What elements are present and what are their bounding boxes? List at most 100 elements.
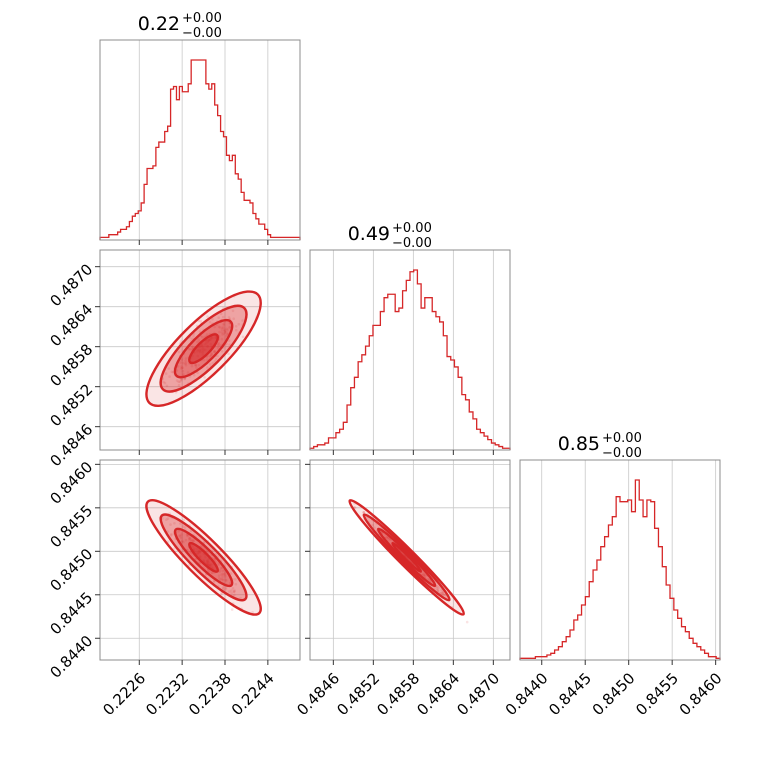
- sample-point: [170, 532, 173, 536]
- sample-point: [228, 581, 232, 585]
- y-tick-label: 0.4870: [47, 260, 97, 310]
- title-upper-2: +0.00: [392, 221, 432, 236]
- sample-point: [207, 569, 210, 573]
- sample-point: [441, 592, 444, 595]
- x-tick-label: 0.2238: [185, 669, 235, 719]
- sample-point: [188, 551, 191, 554]
- sample-point: [173, 547, 176, 550]
- sample-point: [385, 535, 389, 539]
- sample-point: [213, 558, 216, 561]
- sample-point: [234, 578, 237, 581]
- sample-point: [436, 588, 440, 592]
- sample-point: [184, 361, 188, 365]
- x-tick-label: 0.8460: [676, 669, 726, 719]
- sample-point: [188, 347, 191, 351]
- sample-point: [224, 587, 228, 591]
- sample-point: [228, 590, 231, 593]
- sample-point: [229, 572, 233, 575]
- panel-frame: [309, 249, 511, 451]
- sample-point: [362, 511, 365, 514]
- sample-point: [222, 322, 226, 326]
- sample-point: [227, 339, 231, 342]
- title-value-2: 0.49: [348, 223, 390, 245]
- sample-point: [162, 380, 165, 384]
- sample-point: [213, 350, 216, 354]
- y-tick-label: 0.8455: [47, 501, 97, 551]
- sample-point: [179, 378, 183, 381]
- x-tick-label: 0.4870: [453, 669, 503, 719]
- sample-point: [228, 326, 231, 329]
- sample-point: [181, 525, 185, 528]
- sample-point: [224, 575, 227, 578]
- sample-point: [389, 538, 393, 542]
- sample-point: [217, 325, 221, 329]
- sample-point: [424, 573, 427, 577]
- sample-point: [225, 327, 228, 331]
- sample-point: [223, 328, 226, 332]
- sample-point: [184, 363, 188, 367]
- sample-point: [170, 534, 173, 537]
- contour-line: [391, 541, 423, 573]
- sample-point: [218, 330, 221, 334]
- panel-frame: [309, 459, 511, 661]
- sample-point: [422, 573, 426, 576]
- sample-point: [180, 540, 183, 544]
- sample-point: [227, 316, 231, 319]
- sample-point: [220, 573, 223, 576]
- sample-point: [226, 328, 229, 332]
- scatter-panel-1-2: [95, 249, 301, 455]
- sample-point: [232, 590, 236, 593]
- sample-point: [192, 539, 196, 542]
- scatter-panel-2-3: [305, 459, 511, 665]
- contour-line: [145, 499, 262, 616]
- sample-point: [214, 357, 218, 361]
- sample-point: [187, 347, 191, 351]
- sample-point: [179, 379, 183, 382]
- sample-point: [423, 574, 426, 578]
- contour-line: [362, 513, 451, 602]
- sample-point: [208, 355, 212, 358]
- sample-point: [218, 570, 221, 574]
- sample-point: [386, 537, 390, 540]
- sample-point: [177, 530, 180, 533]
- sample-point: [221, 572, 225, 576]
- panel-frame: [99, 249, 301, 451]
- sample-point: [353, 506, 357, 510]
- sample-point: [163, 381, 167, 385]
- sample-point: [205, 333, 209, 336]
- sample-point: [222, 587, 225, 590]
- sample-point: [182, 361, 185, 365]
- density-band: [189, 543, 218, 572]
- sample-point: [223, 329, 227, 332]
- sample-point: [220, 349, 224, 353]
- sample-point: [230, 591, 233, 595]
- sample-point: [210, 353, 213, 357]
- x-tick-label: 0.8450: [589, 669, 639, 719]
- sample-point: [217, 563, 221, 566]
- sample-point: [213, 349, 217, 353]
- sample-point: [465, 620, 469, 624]
- sample-point: [173, 522, 176, 525]
- sample-point: [234, 582, 238, 586]
- panel-frame: [99, 39, 301, 241]
- contour-line: [376, 527, 437, 588]
- sample-point: [423, 575, 426, 578]
- sample-point: [192, 334, 195, 338]
- sample-point: [197, 338, 200, 341]
- sample-point: [166, 517, 170, 520]
- x-tick-label: 0.4846: [293, 669, 343, 719]
- sample-point: [231, 309, 235, 313]
- sample-point: [180, 365, 183, 368]
- sample-point: [222, 323, 226, 327]
- sample-point: [168, 375, 171, 378]
- sample-point: [178, 380, 182, 384]
- x-tick-label: 0.8445: [545, 669, 595, 719]
- sample-point: [165, 384, 169, 388]
- sample-point: [194, 363, 198, 367]
- sample-point: [221, 575, 224, 578]
- y-tick-label: 0.8445: [47, 588, 97, 638]
- sample-point: [180, 533, 183, 536]
- sample-point: [211, 317, 214, 321]
- sample-point: [191, 345, 194, 349]
- sample-point: [182, 373, 185, 376]
